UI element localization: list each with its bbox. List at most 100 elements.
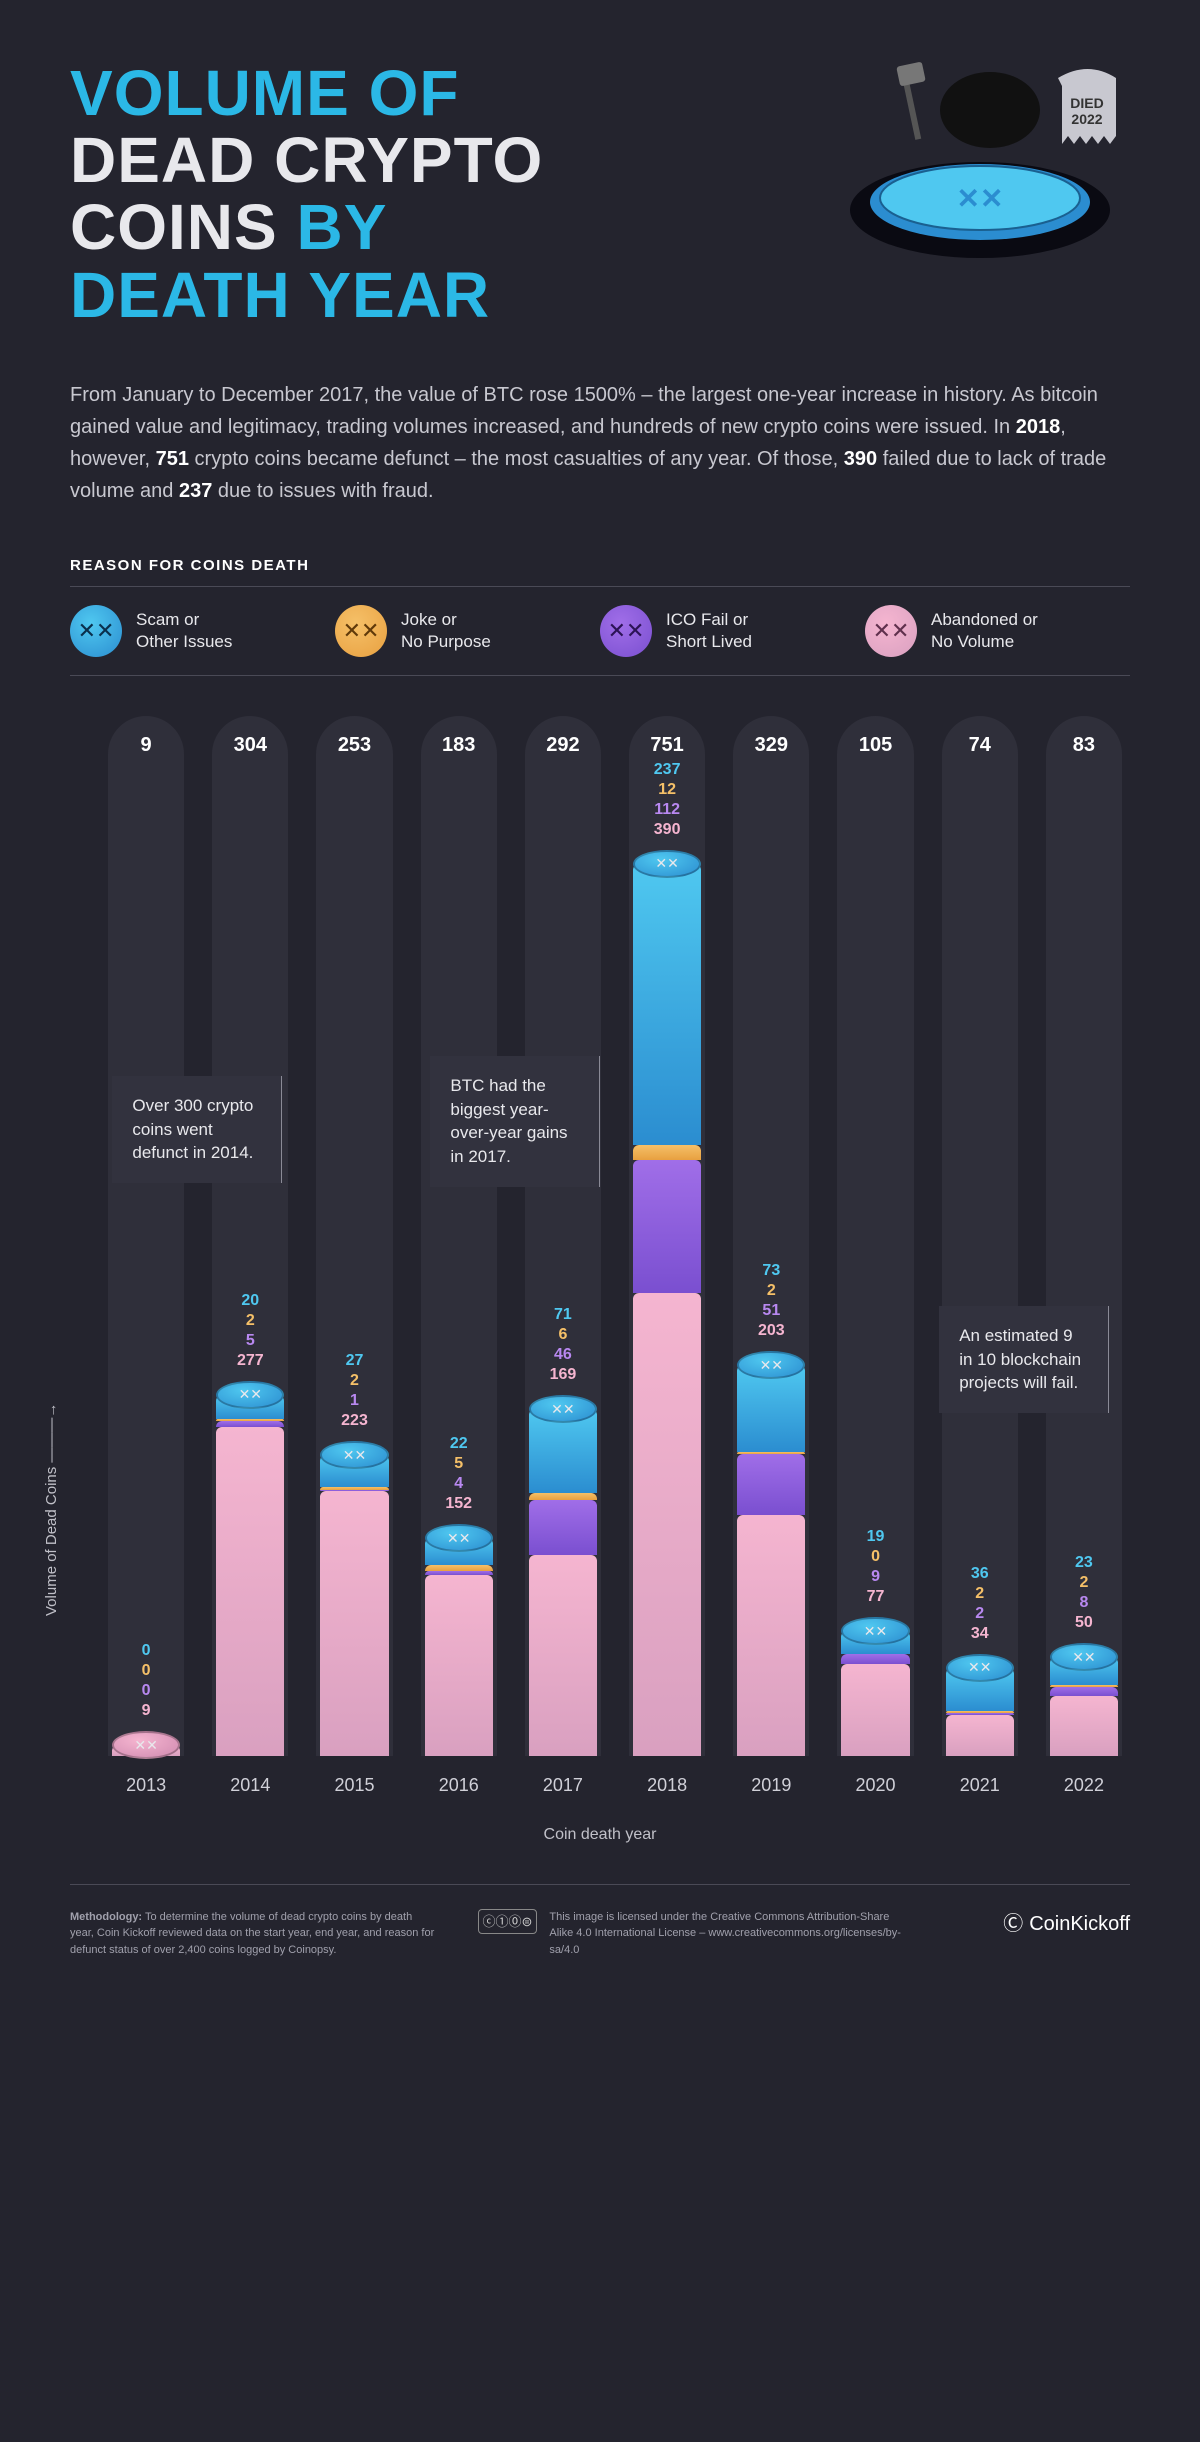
title-line3b: BY <box>296 191 387 263</box>
bar-breakdown: 0 0 0 9 <box>100 1641 192 1721</box>
coin-cap-icon: ✕✕ <box>216 1381 284 1409</box>
bar-breakdown: 73 2 51 203 <box>725 1261 817 1341</box>
methodology-label: Methodology: <box>70 1911 142 1923</box>
seg-ico <box>216 1421 284 1427</box>
bar-breakdown: 237 12 112 390 <box>621 760 713 840</box>
bar-total: 74 <box>934 734 1026 757</box>
bar-column: 304 20 2 5 277 ✕✕ 2014 <box>204 716 296 1816</box>
seg-abandoned <box>425 1575 493 1756</box>
bar-stack: ✕✕ <box>841 1617 909 1756</box>
title-line2: DEAD CRYPTO <box>70 124 543 196</box>
bar-stack: ✕✕ <box>529 1395 597 1756</box>
svg-text:DIED: DIED <box>1070 95 1103 111</box>
coin-cap-icon: ✕✕ <box>946 1654 1014 1682</box>
year-label: 2018 <box>621 1775 713 1796</box>
legend-label: Scam orOther Issues <box>136 609 232 653</box>
svg-text:✕✕: ✕✕ <box>957 183 1004 214</box>
year-label: 2013 <box>100 1775 192 1796</box>
year-label: 2020 <box>829 1775 921 1796</box>
seg-abandoned <box>216 1427 284 1756</box>
callout-box: An estimated 9 in 10 blockchain projects… <box>939 1306 1109 1413</box>
grave-illustration: DIED 2022 ✕✕ <box>790 60 1130 280</box>
bar-total: 292 <box>517 734 609 757</box>
title-line1: VOLUME OF <box>70 57 459 129</box>
bar-column: 329 73 2 51 203 ✕✕ 2019 <box>725 716 817 1816</box>
legend-item: ✕✕ Scam orOther Issues <box>70 605 335 657</box>
methodology: Methodology: To determine the volume of … <box>70 1909 438 1959</box>
bar-breakdown: 71 6 46 169 <box>517 1305 609 1385</box>
year-label: 2015 <box>308 1775 400 1796</box>
svg-text:2022: 2022 <box>1071 111 1102 127</box>
legend-label: ICO Fail orShort Lived <box>666 609 752 653</box>
seg-ico <box>633 1160 701 1293</box>
year-label: 2021 <box>934 1775 1026 1796</box>
bar-breakdown: 36 2 2 34 <box>934 1564 1026 1644</box>
x-axis-label: Coin death year <box>70 1826 1130 1844</box>
bar-total: 253 <box>308 734 400 757</box>
coin-cap-icon: ✕✕ <box>112 1731 180 1759</box>
legend-coin-icon: ✕✕ <box>600 605 652 657</box>
coin-cap-icon: ✕✕ <box>633 850 701 878</box>
seg-joke <box>425 1565 493 1571</box>
y-axis-label: Volume of Dead Coins ———→ <box>43 1402 60 1615</box>
seg-joke <box>633 1145 701 1159</box>
intro-paragraph: From January to December 2017, the value… <box>70 379 1110 507</box>
bar-column: 183 22 5 4 152 ✕✕ 2016 <box>413 716 505 1816</box>
bar-column: 83 23 2 8 50 ✕✕ 2022 <box>1038 716 1130 1816</box>
bar-column: 105 19 0 9 77 ✕✕ 2020 <box>829 716 921 1816</box>
seg-scam <box>633 864 701 1145</box>
year-label: 2017 <box>517 1775 609 1796</box>
bar-column: 74 36 2 2 34 ✕✕ 2021 <box>934 716 1026 1816</box>
title-block: VOLUME OF DEAD CRYPTO COINS BY DEATH YEA… <box>70 60 750 329</box>
legend-coin-icon: ✕✕ <box>335 605 387 657</box>
bar-breakdown: 27 2 1 223 <box>308 1351 400 1431</box>
seg-abandoned <box>320 1491 388 1756</box>
legend-coin-icon: ✕✕ <box>865 605 917 657</box>
bar-total: 751 <box>621 734 713 757</box>
seg-ico <box>529 1500 597 1555</box>
title-line4: DEATH YEAR <box>70 259 490 331</box>
bar-stack: ✕✕ <box>112 1731 180 1756</box>
coin-cap-icon: ✕✕ <box>1050 1643 1118 1671</box>
seg-abandoned <box>841 1664 909 1755</box>
seg-abandoned <box>946 1715 1014 1755</box>
bar-stack: ✕✕ <box>216 1381 284 1756</box>
bar-total: 83 <box>1038 734 1130 757</box>
seg-ico <box>737 1454 805 1515</box>
seg-joke <box>529 1493 597 1500</box>
legend-item: ✕✕ Abandoned orNo Volume <box>865 605 1130 657</box>
bar-stack: ✕✕ <box>1050 1643 1118 1756</box>
bars-container: 9 0 0 0 9 ✕✕ 2013 304 20 2 5 277 <box>70 716 1130 1816</box>
seg-abandoned <box>1050 1696 1118 1755</box>
year-label: 2019 <box>725 1775 817 1796</box>
year-label: 2016 <box>413 1775 505 1796</box>
coin-cap-icon: ✕✕ <box>841 1617 909 1645</box>
cc-badge-icon: ⓒ①⓪⊜ <box>478 1909 538 1935</box>
bar-stack: ✕✕ <box>425 1524 493 1755</box>
callout-box: BTC had the biggest year-over-year gains… <box>430 1056 600 1187</box>
bar-column: 751 237 12 112 390 ✕✕ 2018 <box>621 716 713 1816</box>
bar-column: 253 27 2 1 223 ✕✕ 2015 <box>308 716 400 1816</box>
license-block: ⓒ①⓪⊜ This image is licensed under the Cr… <box>478 1909 907 1959</box>
header: VOLUME OF DEAD CRYPTO COINS BY DEATH YEA… <box>70 60 1130 329</box>
legend-title: REASON FOR COINS DEATH <box>70 557 1130 574</box>
coin-cap-icon: ✕✕ <box>320 1441 388 1469</box>
coin-cap-icon: ✕✕ <box>529 1395 597 1423</box>
callout-box: Over 300 crypto coins went defunct in 20… <box>112 1076 282 1183</box>
pillar-bg <box>108 716 184 1756</box>
brand-text: CoinKickoff <box>1029 1909 1130 1939</box>
year-label: 2022 <box>1038 1775 1130 1796</box>
seg-abandoned <box>529 1555 597 1756</box>
bar-breakdown: 22 5 4 152 <box>413 1434 505 1514</box>
brand-logo: Ⓒ CoinKickoff <box>946 1909 1130 1939</box>
bar-total: 9 <box>100 734 192 757</box>
bar-breakdown: 23 2 8 50 <box>1038 1553 1130 1633</box>
seg-abandoned <box>633 1293 701 1756</box>
legend-label: Abandoned orNo Volume <box>931 609 1038 653</box>
title-line3: COINS <box>70 191 278 263</box>
year-label: 2014 <box>204 1775 296 1796</box>
brand-icon: Ⓒ <box>1003 1909 1023 1939</box>
bar-total: 304 <box>204 734 296 757</box>
legend-row: ✕✕ Scam orOther Issues ✕✕ Joke orNo Purp… <box>70 586 1130 676</box>
bar-breakdown: 19 0 9 77 <box>829 1527 921 1607</box>
